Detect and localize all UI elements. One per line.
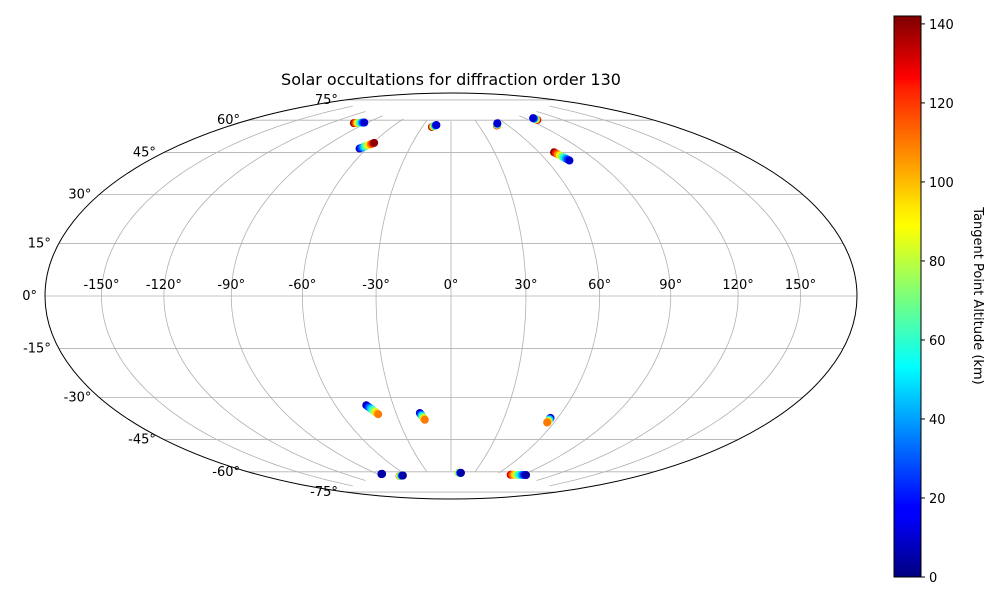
map-outline [44, 92, 858, 500]
occultation-point [529, 114, 538, 123]
chart-title: Solar occultations for diffraction order… [281, 70, 621, 89]
colorbar-label: Tangent Point Altitude (km) [970, 206, 985, 384]
colorbar-tick-label: 140 [929, 18, 954, 33]
occultation-point [374, 410, 383, 419]
occultation-point [370, 138, 379, 147]
latitude-tick-label: -60° [212, 465, 240, 480]
occultation-point [456, 468, 465, 477]
longitude-tick-label: -30° [362, 278, 390, 293]
occultation-point [398, 471, 407, 480]
longitude-tick-label: -120° [146, 278, 182, 293]
latitude-tick-label: 30° [68, 188, 91, 203]
longitude-tick-label: 120° [722, 278, 753, 293]
colorbar-tick-label: 80 [929, 255, 946, 270]
occultation-point [432, 121, 441, 130]
longitude-tick-label: 60° [588, 278, 611, 293]
longitude-tick-label: 90° [659, 278, 682, 293]
longitude-tick-label: -90° [217, 278, 245, 293]
graticule-grid [45, 99, 857, 493]
occultation-point [378, 469, 387, 478]
longitude-tick-label: -150° [83, 278, 119, 293]
longitude-tick-labels: -150° -120° -90° -60° -30° 0° 30° 60° 90° 120° 150… [83, 278, 816, 293]
longitude-tick-label: 0° [444, 278, 459, 293]
latitude-tick-label: 75° [315, 93, 338, 108]
latitude-tick-label: 15° [28, 236, 51, 251]
longitude-tick-label: 150° [785, 278, 816, 293]
colorbar-tick-label: 120 [929, 97, 954, 112]
occultation-point [360, 118, 369, 127]
occultation-point [522, 471, 531, 480]
latitude-tick-label: 0° [22, 289, 37, 304]
occultation-point [420, 415, 429, 424]
colorbar [893, 15, 922, 578]
latitude-tick-label: 45° [133, 145, 156, 160]
colorbar-tick-label: 0 [929, 571, 937, 586]
latitude-tick-label: 60° [217, 113, 240, 128]
latitude-tick-label: -75° [310, 485, 338, 500]
longitude-tick-label: 30° [514, 278, 537, 293]
occultation-point [493, 119, 502, 128]
latitude-tick-label: -45° [128, 433, 156, 448]
occultation-point [565, 156, 574, 165]
colorbar-tick-label: 20 [929, 492, 946, 507]
occultation-point [543, 418, 552, 427]
occultation-points [349, 114, 574, 480]
latitude-tick-labels: 75° 60° 45° 30° 15° 0° -15° -30° -45° -60° -75° [22, 93, 338, 500]
latitude-tick-label: -30° [64, 391, 92, 406]
colorbar-tick-label: 60 [929, 334, 946, 349]
colorbar-tick-label: 100 [929, 176, 954, 191]
colorbar-tick-label: 40 [929, 413, 946, 428]
colorbar-ticks: 0 20 40 60 80 100 120 140 [921, 18, 954, 586]
longitude-tick-label: -60° [289, 278, 317, 293]
latitude-tick-label: -15° [23, 342, 51, 357]
